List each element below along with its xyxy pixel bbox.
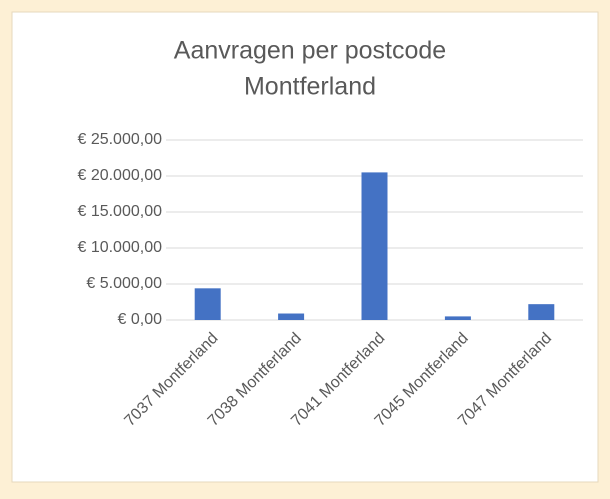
y-tick-label: € 0,00: [118, 311, 163, 328]
y-tick-label: € 25.000,00: [77, 131, 162, 148]
bar: [361, 172, 388, 320]
bar: [278, 313, 305, 320]
y-tick-label: € 5.000,00: [86, 275, 162, 292]
bar: [528, 304, 555, 320]
y-tick-label: € 10.000,00: [77, 239, 162, 256]
y-tick-label: € 20.000,00: [77, 167, 162, 184]
chart-title: Montferland: [244, 73, 376, 101]
y-tick-label: € 15.000,00: [77, 203, 162, 220]
chart-title: Aanvragen per postcode: [174, 37, 446, 65]
chart-area: [11, 11, 599, 483]
bar: [444, 316, 471, 320]
bar: [194, 288, 221, 320]
